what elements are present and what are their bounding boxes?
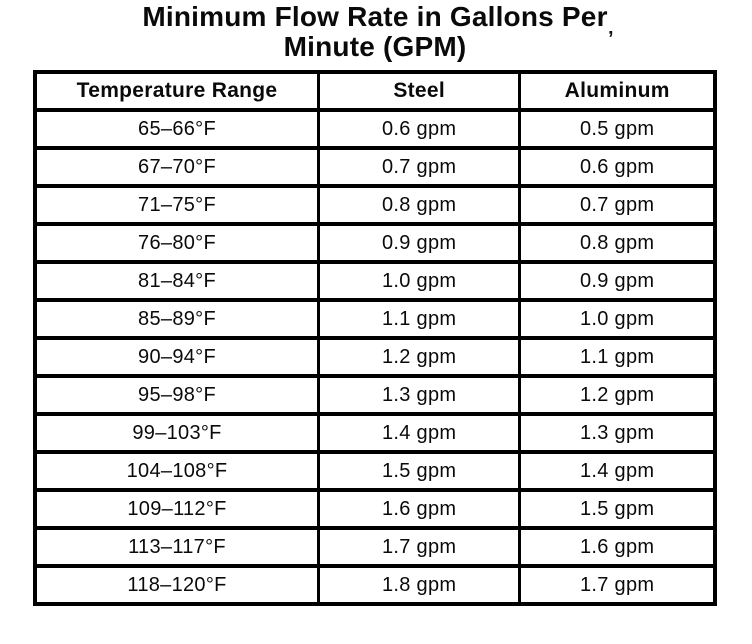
column-header-temperature-range: Temperature Range: [33, 70, 321, 112]
scan-artifact-mark: ’: [608, 28, 614, 50]
cell-temp-range: 81–84°F: [33, 260, 321, 302]
cell-temp-range: 85–89°F: [33, 298, 321, 340]
cell-temp-range: 109–112°F: [33, 488, 321, 530]
cell-aluminum: 0.8 gpm: [518, 222, 717, 264]
flow-rate-table: Temperature Range Steel Aluminum 65–66°F…: [33, 70, 717, 606]
table-row: 99–103°F 1.4 gpm 1.3 gpm: [33, 412, 717, 454]
cell-temp-range: 113–117°F: [33, 526, 321, 568]
header-row: Temperature Range Steel Aluminum: [33, 70, 717, 112]
cell-steel: 0.6 gpm: [317, 108, 522, 150]
table-row: 81–84°F 1.0 gpm 0.9 gpm: [33, 260, 717, 302]
cell-steel: 1.6 gpm: [317, 488, 522, 530]
table-row: 109–112°F 1.6 gpm 1.5 gpm: [33, 488, 717, 530]
cell-aluminum: 0.7 gpm: [518, 184, 717, 226]
table-row: 71–75°F 0.8 gpm 0.7 gpm: [33, 184, 717, 226]
table-row: 67–70°F 0.7 gpm 0.6 gpm: [33, 146, 717, 188]
cell-temp-range: 65–66°F: [33, 108, 321, 150]
cell-steel: 1.8 gpm: [317, 564, 522, 606]
cell-temp-range: 95–98°F: [33, 374, 321, 416]
cell-steel: 0.7 gpm: [317, 146, 522, 188]
cell-aluminum: 1.2 gpm: [518, 374, 717, 416]
cell-steel: 1.7 gpm: [317, 526, 522, 568]
cell-temp-range: 104–108°F: [33, 450, 321, 492]
cell-aluminum: 1.0 gpm: [518, 298, 717, 340]
cell-aluminum: 0.6 gpm: [518, 146, 717, 188]
table-row: 65–66°F 0.6 gpm 0.5 gpm: [33, 108, 717, 150]
cell-steel: 1.4 gpm: [317, 412, 522, 454]
cell-steel: 1.1 gpm: [317, 298, 522, 340]
cell-aluminum: 1.7 gpm: [518, 564, 717, 606]
cell-aluminum: 1.4 gpm: [518, 450, 717, 492]
cell-aluminum: 1.1 gpm: [518, 336, 717, 378]
cell-aluminum: 1.6 gpm: [518, 526, 717, 568]
page-title: Minimum Flow Rate in Gallons Per Minute …: [33, 2, 717, 62]
table-row: 113–117°F 1.7 gpm 1.6 gpm: [33, 526, 717, 568]
title-line-1: Minimum Flow Rate in Gallons Per: [142, 1, 608, 32]
cell-temp-range: 90–94°F: [33, 336, 321, 378]
cell-temp-range: 118–120°F: [33, 564, 321, 606]
cell-temp-range: 67–70°F: [33, 146, 321, 188]
cell-temp-range: 71–75°F: [33, 184, 321, 226]
title-line-2: Minute (GPM): [283, 31, 467, 62]
cell-steel: 1.2 gpm: [317, 336, 522, 378]
column-header-aluminum: Aluminum: [518, 70, 717, 112]
cell-temp-range: 76–80°F: [33, 222, 321, 264]
table-row: 90–94°F 1.2 gpm 1.1 gpm: [33, 336, 717, 378]
cell-steel: 1.0 gpm: [317, 260, 522, 302]
table-row: 85–89°F 1.1 gpm 1.0 gpm: [33, 298, 717, 340]
table-row: 104–108°F 1.5 gpm 1.4 gpm: [33, 450, 717, 492]
cell-steel: 0.8 gpm: [317, 184, 522, 226]
cell-temp-range: 99–103°F: [33, 412, 321, 454]
cell-aluminum: 1.3 gpm: [518, 412, 717, 454]
column-header-steel: Steel: [317, 70, 522, 112]
table-row: 76–80°F 0.9 gpm 0.8 gpm: [33, 222, 717, 264]
cell-steel: 0.9 gpm: [317, 222, 522, 264]
table-row: 118–120°F 1.8 gpm 1.7 gpm: [33, 564, 717, 606]
cell-aluminum: 1.5 gpm: [518, 488, 717, 530]
table-row: 95–98°F 1.3 gpm 1.2 gpm: [33, 374, 717, 416]
cell-steel: 1.3 gpm: [317, 374, 522, 416]
cell-aluminum: 0.5 gpm: [518, 108, 717, 150]
cell-steel: 1.5 gpm: [317, 450, 522, 492]
cell-aluminum: 0.9 gpm: [518, 260, 717, 302]
